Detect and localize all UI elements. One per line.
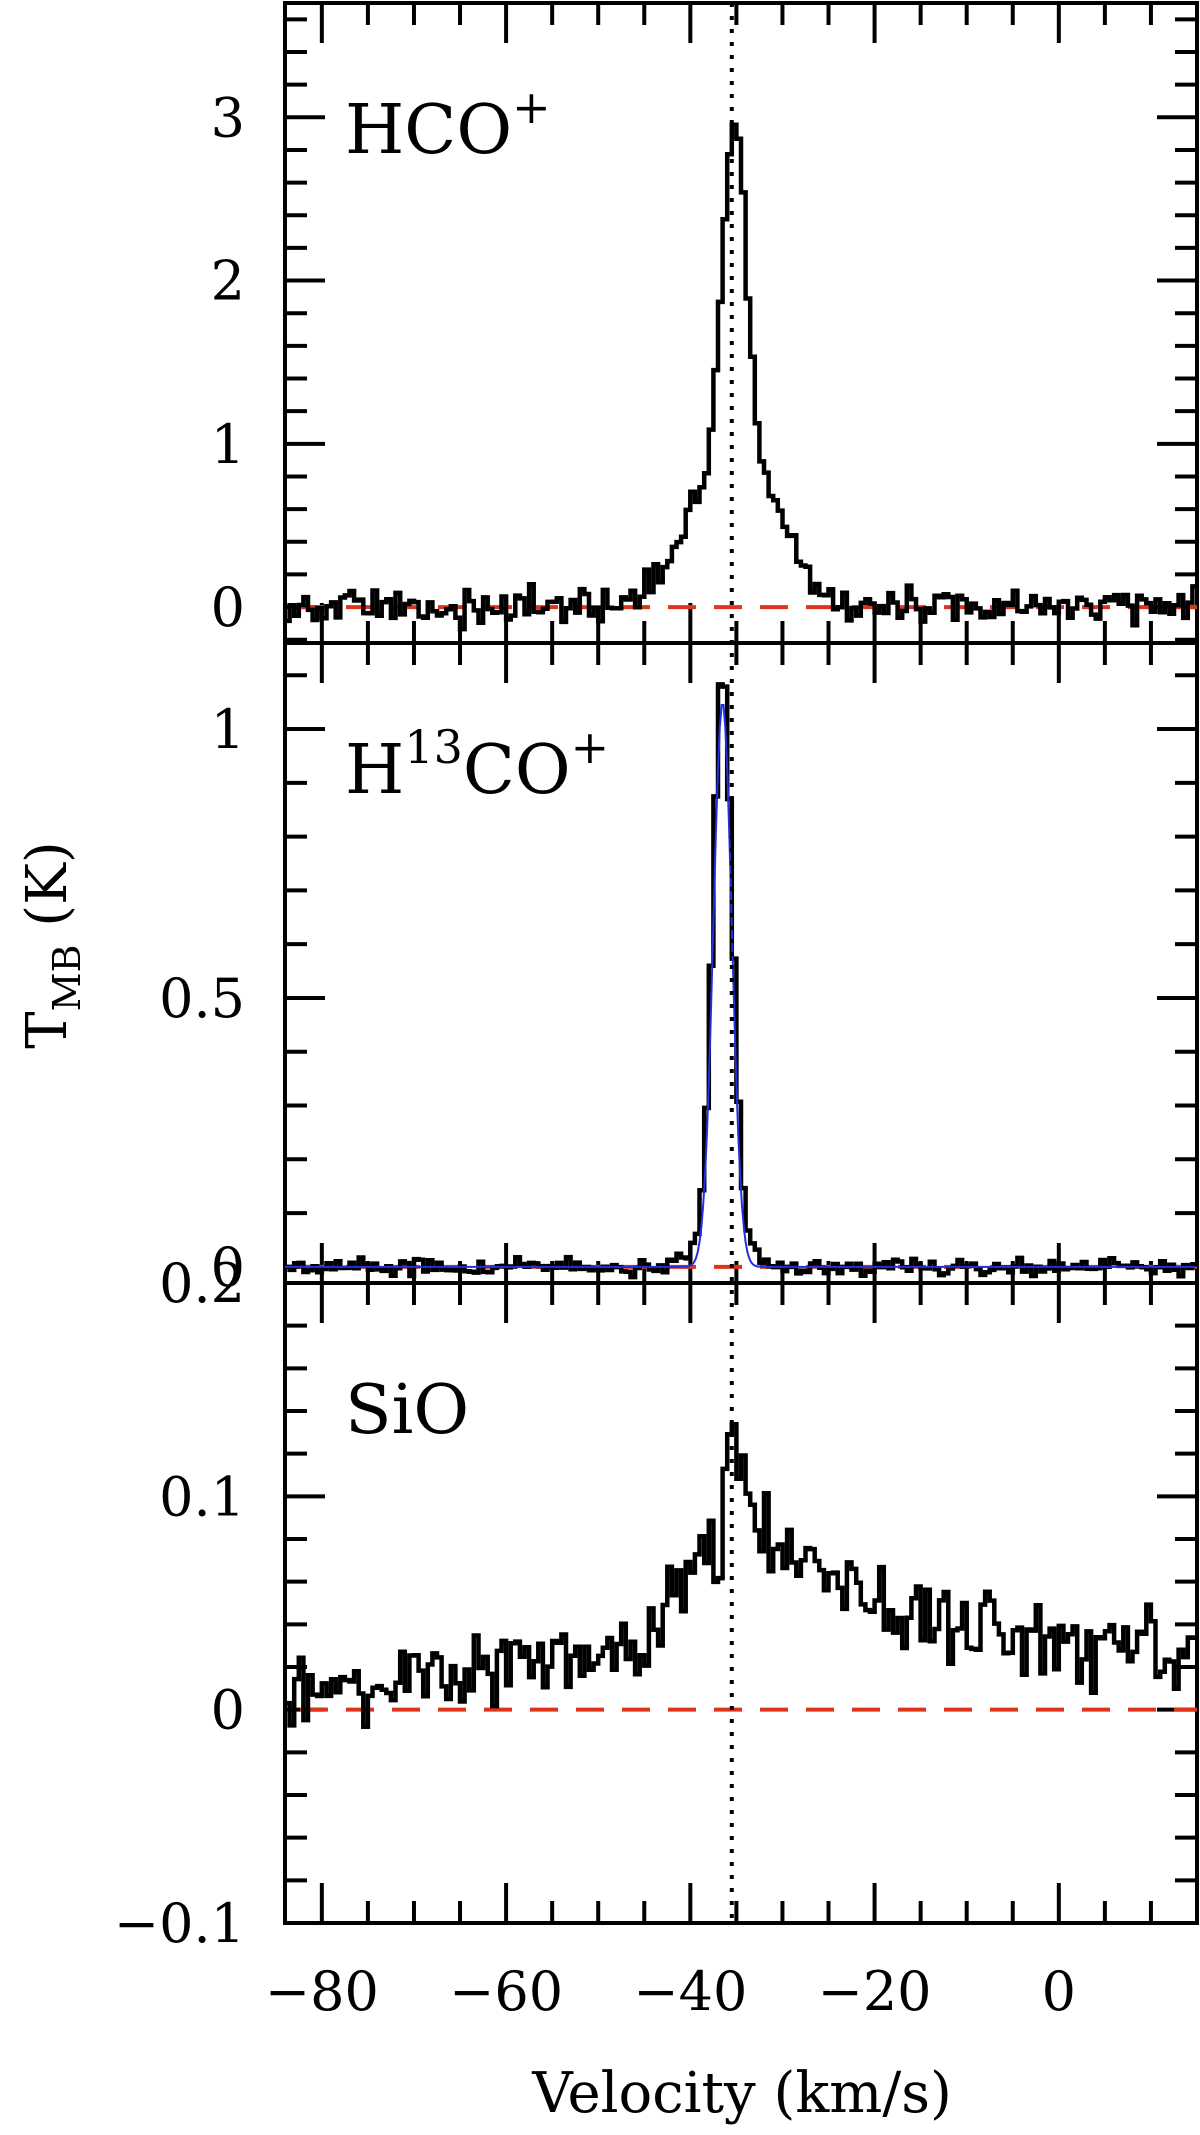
y-tick-label: 0 <box>211 576 245 639</box>
y-tick-label: 3 <box>211 86 245 149</box>
y-axis-title: TMB (K) <box>15 841 89 1049</box>
panels-layer: 0 1 2 3 HCO+ 0 0.5 1 H13CO+ −0.1 0 0.1 0.2 SiO <box>114 1 1199 1955</box>
x-tick-label: −20 <box>818 1960 932 2023</box>
x-axis: −80 −60 −40 −20 0 <box>265 1960 1076 2023</box>
x-tick-label: −80 <box>265 1960 379 2023</box>
y-tick-label: 0.1 <box>159 1465 245 1528</box>
y-axis-title-subscript: MB <box>45 945 89 1012</box>
y-tick-label: 2 <box>211 250 245 313</box>
y-tick-label: 0 <box>211 1236 245 1299</box>
spectrum-line <box>285 682 1197 1280</box>
y-tick-label: 1 <box>211 413 245 476</box>
spectrum-line <box>285 1422 1197 1730</box>
x-tick-label: −60 <box>449 1960 563 2023</box>
spectrum-line <box>285 122 1197 632</box>
y-tick-label: 0.5 <box>159 967 245 1030</box>
panel-2: 0 0.5 1 H13CO+ <box>159 641 1199 1299</box>
y-tick-label: 1 <box>211 698 245 761</box>
y-axis-title-symbol: T <box>15 1011 80 1048</box>
y-tick-label: 0 <box>211 1679 245 1742</box>
y-axis-title-unit: (K) <box>15 841 80 944</box>
y-tick-label: −0.1 <box>114 1892 245 1955</box>
panel-1: 0 1 2 3 HCO+ <box>211 1 1199 645</box>
x-tick-label: −40 <box>633 1960 747 2023</box>
panel-3: −0.1 0 0.1 0.2 SiO <box>114 1252 1199 1955</box>
x-axis-title: Velocity (km/s) <box>531 2061 952 2126</box>
y-tick-label: 0.2 <box>159 1252 245 1315</box>
species-label: HCO+ <box>345 80 551 170</box>
gaussian-fit-line <box>285 704 1196 1268</box>
panel-frame <box>283 1281 1199 1925</box>
species-label: SiO <box>345 1371 469 1450</box>
species-label: H13CO+ <box>345 720 609 810</box>
x-tick-label: 0 <box>1042 1960 1076 2023</box>
